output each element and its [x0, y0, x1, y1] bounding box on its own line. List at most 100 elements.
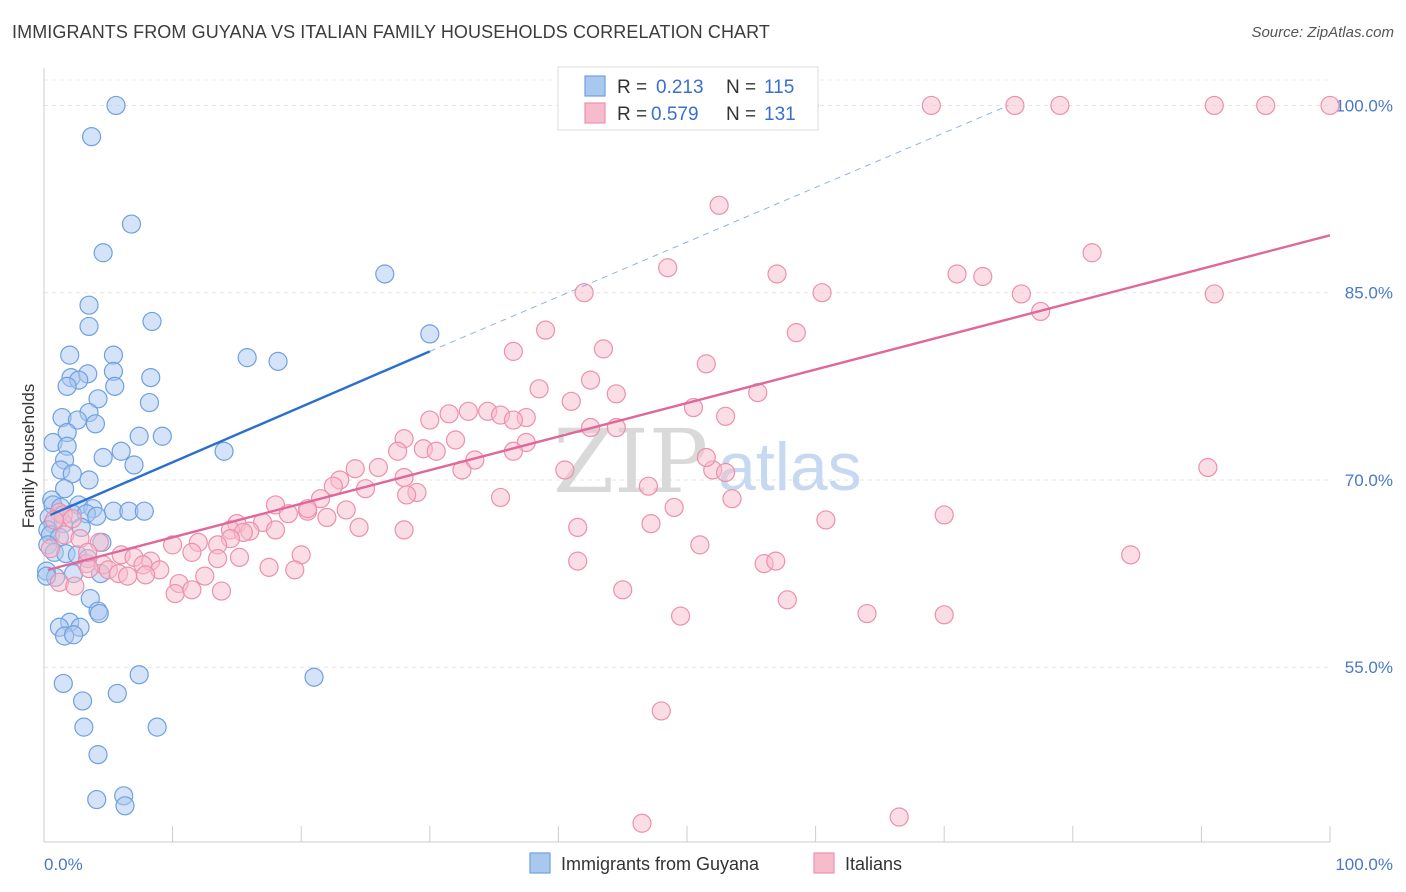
- guyana-point-7: [142, 311, 162, 332]
- italians-point-24: [529, 379, 549, 399]
- italians-point-131: [632, 813, 652, 833]
- italians-point-72: [349, 517, 369, 538]
- italians-point-23: [580, 370, 601, 390]
- italians-point-19: [786, 323, 806, 343]
- italians-point-63: [336, 500, 356, 520]
- italians-point-128: [1198, 457, 1218, 478]
- italians-point-59: [490, 487, 511, 508]
- guyana-point-77: [129, 665, 149, 685]
- italians-point-124: [857, 603, 877, 624]
- watermark-atlas: atlas: [718, 429, 862, 505]
- guyana-point-79: [107, 683, 127, 704]
- italians-point-107: [696, 447, 716, 468]
- guyana-point-8: [420, 324, 440, 344]
- guyana-point-80: [72, 691, 93, 711]
- guyana-point-38: [79, 470, 99, 490]
- italians-point-127: [613, 580, 633, 600]
- series-italians: [40, 95, 1340, 833]
- italians-point-5: [1256, 95, 1276, 116]
- source-note: Source: ZipAtlas.com: [1251, 24, 1394, 41]
- italians-point-134: [211, 581, 232, 601]
- guyana-point-6: [79, 316, 99, 337]
- italians-point-118: [394, 520, 414, 540]
- italians-point-120: [766, 551, 786, 571]
- guyana-point-17: [141, 368, 161, 388]
- guyana-point-2: [121, 214, 142, 234]
- guyana-point-20: [88, 389, 108, 409]
- italians-point-30: [458, 401, 478, 421]
- italians-point-34: [503, 410, 523, 430]
- italians-point-78: [182, 542, 202, 562]
- guyana-point-39: [54, 479, 75, 499]
- italians-point-48: [345, 459, 365, 479]
- italians-point-13: [812, 283, 832, 303]
- guyana-point-75: [63, 625, 84, 645]
- italians-point-50: [555, 460, 575, 480]
- series-legend-label-italians: Italians: [845, 854, 902, 874]
- legend-n-label-guyana: N =: [726, 77, 756, 98]
- guyana-point-28: [152, 426, 172, 446]
- italians-point-43: [388, 441, 408, 461]
- italians-point-58: [397, 485, 417, 505]
- legend-n-value-italians: 131: [764, 104, 796, 125]
- series-legend-swatch-guyana: [529, 852, 551, 874]
- italians-point-25: [606, 384, 626, 404]
- chart-title: IMMIGRANTS FROM GUYANA VS ITALIAN FAMILY…: [12, 22, 771, 42]
- italians-point-116: [165, 583, 185, 604]
- guyana-point-33: [93, 447, 113, 468]
- italians-point-106: [78, 542, 98, 562]
- italians-point-93: [117, 566, 138, 586]
- italians-point-91: [259, 557, 279, 577]
- guyana-point-32: [214, 441, 234, 461]
- guyana-point-19: [105, 376, 125, 396]
- italians-point-16: [1204, 284, 1224, 304]
- guyana-point-24: [67, 410, 88, 430]
- italians-point-81: [229, 547, 250, 567]
- italians-point-35: [715, 406, 736, 426]
- italians-point-125: [934, 605, 954, 625]
- series-legend: Immigrants from Guyana Italians: [529, 852, 902, 874]
- trend-lines: [47, 104, 1331, 572]
- italians-point-133: [182, 580, 202, 600]
- italians-point-18: [535, 320, 556, 340]
- italians-point-29: [439, 404, 459, 424]
- y-tick-labels: 100.0% 85.0% 70.0% 55.0%: [1335, 96, 1393, 677]
- italians-point-20: [503, 341, 523, 361]
- legend-swatch-guyana: [584, 75, 606, 97]
- legend-r-value-italians: 0.579: [651, 104, 699, 125]
- italians-point-9: [767, 264, 787, 284]
- italians-point-40: [445, 430, 466, 450]
- guyana-point-81: [147, 717, 167, 737]
- guyana-point-12: [268, 351, 288, 371]
- italians-point-44: [426, 441, 446, 461]
- guyana-point-18: [57, 376, 77, 396]
- guyana-point-49: [134, 501, 154, 521]
- legend-r-label-italians: R =: [617, 104, 647, 125]
- guyana-point-9: [60, 345, 80, 365]
- italians-point-71: [265, 520, 286, 540]
- italians-point-14: [574, 283, 594, 303]
- italians-point-52: [715, 462, 736, 483]
- guyana-point-11: [237, 348, 257, 368]
- legend-r-value-guyana: 0.213: [656, 77, 704, 98]
- italians-point-15: [1011, 284, 1031, 304]
- guyana-point-3: [93, 243, 113, 263]
- italians-point-111: [641, 514, 661, 534]
- x-ticks: 0.0% 100.0%: [43, 826, 1393, 874]
- guyana-point-1: [81, 127, 102, 147]
- legend-swatch-italians: [584, 102, 606, 124]
- italians-point-7: [709, 195, 729, 215]
- guyana-point-31: [111, 441, 131, 461]
- italians-point-112: [816, 510, 836, 530]
- italians-point-21: [593, 339, 614, 359]
- y-tick-label-0: 100.0%: [1335, 96, 1393, 115]
- guyana-point-50: [87, 506, 107, 526]
- guyana-point-37: [62, 464, 82, 484]
- guyana-point-76: [304, 667, 324, 687]
- italians-point-2: [1005, 95, 1025, 116]
- guyana-point-27: [129, 426, 149, 446]
- guyana-point-83: [88, 745, 108, 765]
- italians-point-132: [889, 807, 909, 827]
- legend: R = 0.213 N = 115 R = 0.579 N = 131: [557, 66, 819, 131]
